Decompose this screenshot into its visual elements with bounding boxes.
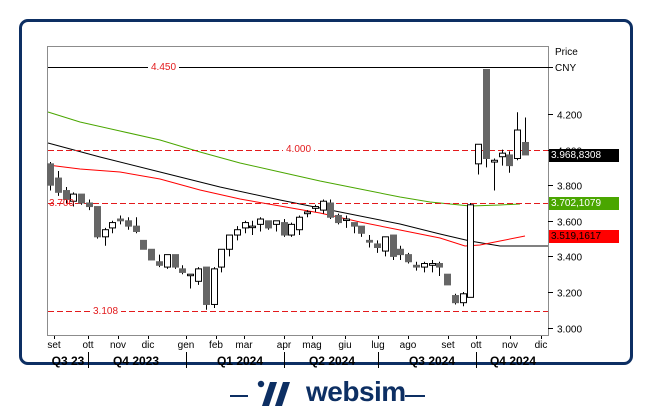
quarter-label: Q3 23 (51, 354, 85, 368)
level-label-4450: 4.450 (148, 62, 180, 73)
month-label: nov (109, 340, 127, 351)
month-label: ott (82, 340, 94, 351)
month-label: ott (470, 340, 482, 351)
quarter-label: Q4 2023 (112, 354, 160, 368)
month-label: feb (209, 340, 223, 351)
month-label: dic (534, 340, 548, 351)
quarter-separator (186, 352, 187, 368)
websim-logo-icon (257, 380, 290, 406)
svg-text:3.200: 3.200 (557, 289, 582, 300)
quarter-label: Q3 2024 (408, 354, 456, 368)
month-label: lug (371, 340, 385, 351)
quarter-label: Q2 2024 (308, 354, 356, 368)
month-label: nov (501, 340, 519, 351)
plot-area (47, 46, 549, 336)
svg-text:3.600: 3.600 (557, 218, 582, 229)
month-label: giu (338, 340, 352, 351)
quarter-separator (88, 352, 89, 368)
svg-text:3.400: 3.400 (557, 253, 582, 264)
month-label: mag (302, 340, 322, 351)
svg-text:3.000: 3.000 (557, 325, 582, 336)
currency-label: CNY (555, 63, 577, 74)
ma-green-value-tag: 3.702,1079 (549, 197, 619, 210)
svg-text:3.800: 3.800 (557, 182, 582, 193)
moving-averages (47, 111, 548, 247)
svg-text:4.200: 4.200 (557, 111, 582, 122)
level-label-3108: 3.108 (90, 306, 122, 317)
horizontal-levels (48, 67, 548, 312)
logo-divider-right (405, 395, 425, 397)
month-label: set (47, 340, 61, 351)
price-axis-title: Price (555, 47, 578, 58)
month-label: gen (177, 340, 195, 351)
x-axis-ticks (54, 336, 542, 339)
level-label-3700: 3.700 (49, 198, 75, 209)
level-label-4000: 4.000 (283, 144, 315, 155)
last-price-tag: 3.968,8308 (549, 149, 619, 162)
quarter-separator (284, 352, 285, 368)
quarter-separator (378, 352, 379, 368)
quarter-label: Q1 2024 (216, 354, 264, 368)
websim-logo-text: websim (306, 376, 406, 407)
month-label: set (441, 340, 455, 351)
month-label: dic (141, 340, 155, 351)
month-label: apr (276, 340, 292, 351)
logo-divider-left (230, 395, 248, 397)
quarter-label: Q4 2024 (489, 354, 537, 368)
quarter-separator (476, 352, 477, 368)
candles (47, 69, 529, 310)
ma-red-value-tag: 3.519,1617 (549, 230, 619, 243)
month-label: ago (399, 340, 417, 351)
month-label: mar (235, 340, 253, 351)
